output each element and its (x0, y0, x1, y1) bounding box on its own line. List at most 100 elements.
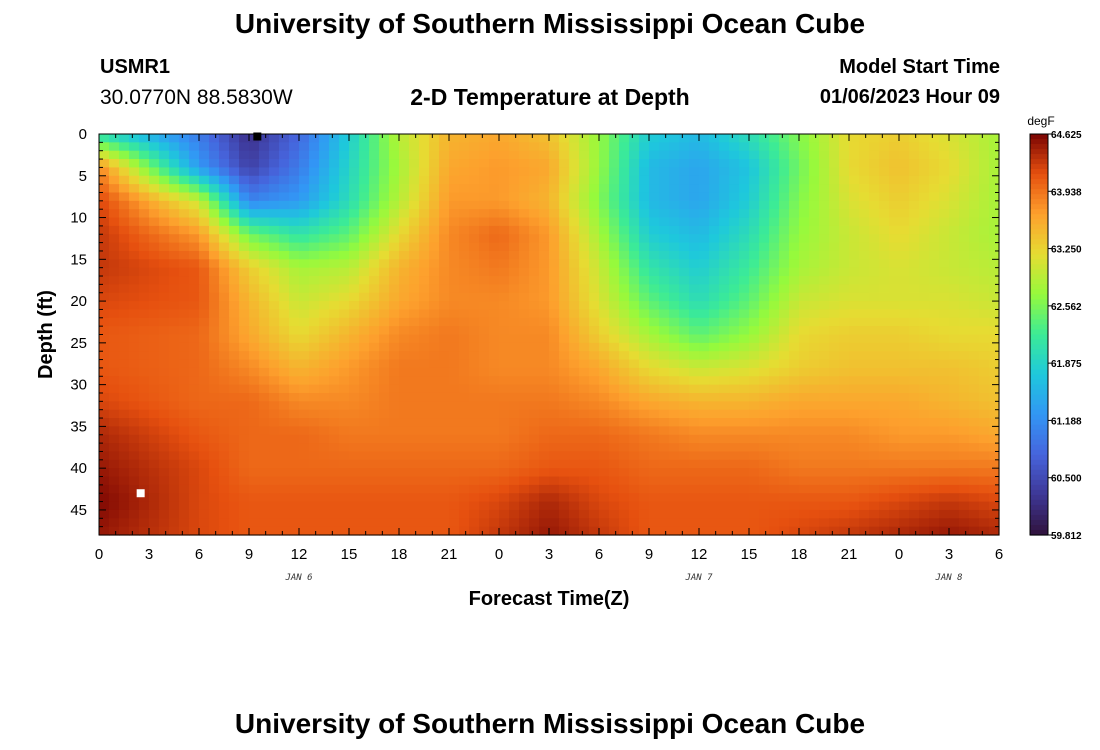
heatmap-cell (339, 484, 350, 494)
heatmap-cell (239, 225, 250, 235)
heatmap-cell (299, 317, 310, 327)
heatmap-cell (169, 192, 180, 202)
heatmap-cell (769, 242, 780, 252)
heatmap-cell (989, 142, 1000, 152)
heatmap-cell (149, 292, 160, 302)
heatmap-cell (599, 384, 610, 394)
heatmap-cell (399, 351, 410, 361)
heatmap-cell (889, 259, 900, 269)
heatmap-cell (989, 426, 1000, 436)
heatmap-cell (629, 526, 640, 536)
heatmap-cell (689, 501, 700, 511)
heatmap-cell (279, 401, 290, 411)
heatmap-cell (519, 267, 530, 277)
heatmap-cell (529, 409, 540, 419)
heatmap-cell (359, 234, 370, 244)
heatmap-cell (139, 459, 150, 469)
heatmap-cell (359, 376, 370, 386)
heatmap-cell (319, 518, 330, 528)
y-tick-label: 0 (79, 126, 87, 143)
heatmap-cell (759, 142, 770, 152)
heatmap-cell (719, 367, 730, 377)
heatmap-cell (969, 409, 980, 419)
heatmap-cell (439, 501, 450, 511)
heatmap-cell (779, 509, 790, 519)
heatmap-cell (689, 351, 700, 361)
heatmap-cell (549, 234, 560, 244)
heatmap-cell (949, 259, 960, 269)
heatmap-cell (769, 217, 780, 227)
heatmap-cell (509, 334, 520, 344)
heatmap-cell (809, 184, 820, 194)
heatmap-cell (459, 384, 470, 394)
heatmap-cell (499, 359, 510, 369)
heatmap-cell (789, 392, 800, 402)
heatmap-cell (399, 342, 410, 352)
heatmap-cell (109, 526, 120, 536)
heatmap-cell (859, 451, 870, 461)
heatmap-cell (139, 284, 150, 294)
heatmap-cell (249, 509, 260, 519)
heatmap-cell (259, 526, 270, 536)
heatmap-cell (899, 326, 910, 336)
heatmap-cell (419, 493, 430, 503)
heatmap-cell (529, 267, 540, 277)
heatmap-cell (719, 225, 730, 235)
heatmap-cell (119, 250, 130, 260)
heatmap-cell (359, 192, 370, 202)
heatmap-cell (939, 443, 950, 453)
heatmap-cell (759, 426, 770, 436)
heatmap-cell (279, 234, 290, 244)
colorbar-segment (1030, 404, 1048, 411)
heatmap-cell (129, 418, 140, 427)
heatmap-cell (209, 418, 220, 427)
heatmap-cell (139, 384, 150, 394)
heatmap-cell (629, 184, 640, 194)
heatmap-cell (129, 351, 140, 361)
heatmap-cell (309, 167, 320, 177)
heatmap-cell (259, 418, 270, 427)
heatmap-cell (289, 326, 300, 336)
heatmap-cell (629, 200, 640, 210)
heatmap-cell (509, 184, 520, 194)
heatmap-cell (439, 200, 450, 210)
heatmap-cell (519, 434, 530, 444)
heatmap-cell (369, 426, 380, 436)
heatmap-cell (329, 142, 340, 152)
heatmap-cell (489, 292, 500, 302)
heatmap-cell (969, 301, 980, 311)
heatmap-cell (689, 134, 700, 143)
heatmap-cell (509, 418, 520, 427)
heatmap-cell (389, 501, 400, 511)
heatmap-cell (989, 392, 1000, 402)
heatmap-cell (899, 150, 910, 160)
heatmap-cell (459, 451, 470, 461)
heatmap-cell (259, 468, 270, 478)
heatmap-cell (469, 518, 480, 528)
heatmap-cell (949, 484, 960, 494)
heatmap-cell (629, 376, 640, 386)
heatmap-cell (739, 501, 750, 511)
heatmap-cell (859, 326, 870, 336)
heatmap-cell (149, 267, 160, 277)
heatmap-cell (559, 468, 570, 478)
heatmap-cell (339, 376, 350, 386)
heatmap-cell (929, 184, 940, 194)
heatmap-cell (159, 384, 170, 394)
heatmap-cell (919, 192, 930, 202)
heatmap-cell (349, 225, 360, 235)
heatmap-cell (629, 409, 640, 419)
heatmap-cell (579, 476, 590, 486)
heatmap-cell (599, 142, 610, 152)
heatmap-cell (739, 234, 750, 244)
heatmap-cell (389, 509, 400, 519)
heatmap-cell (499, 418, 510, 427)
heatmap-cell (859, 250, 870, 260)
heatmap-cell (909, 443, 920, 453)
heatmap-cell (629, 342, 640, 352)
heatmap-cell (319, 501, 330, 511)
heatmap-cell (919, 292, 930, 302)
heatmap-cell (809, 234, 820, 244)
heatmap-cell (959, 284, 970, 294)
heatmap-cell (629, 359, 640, 369)
